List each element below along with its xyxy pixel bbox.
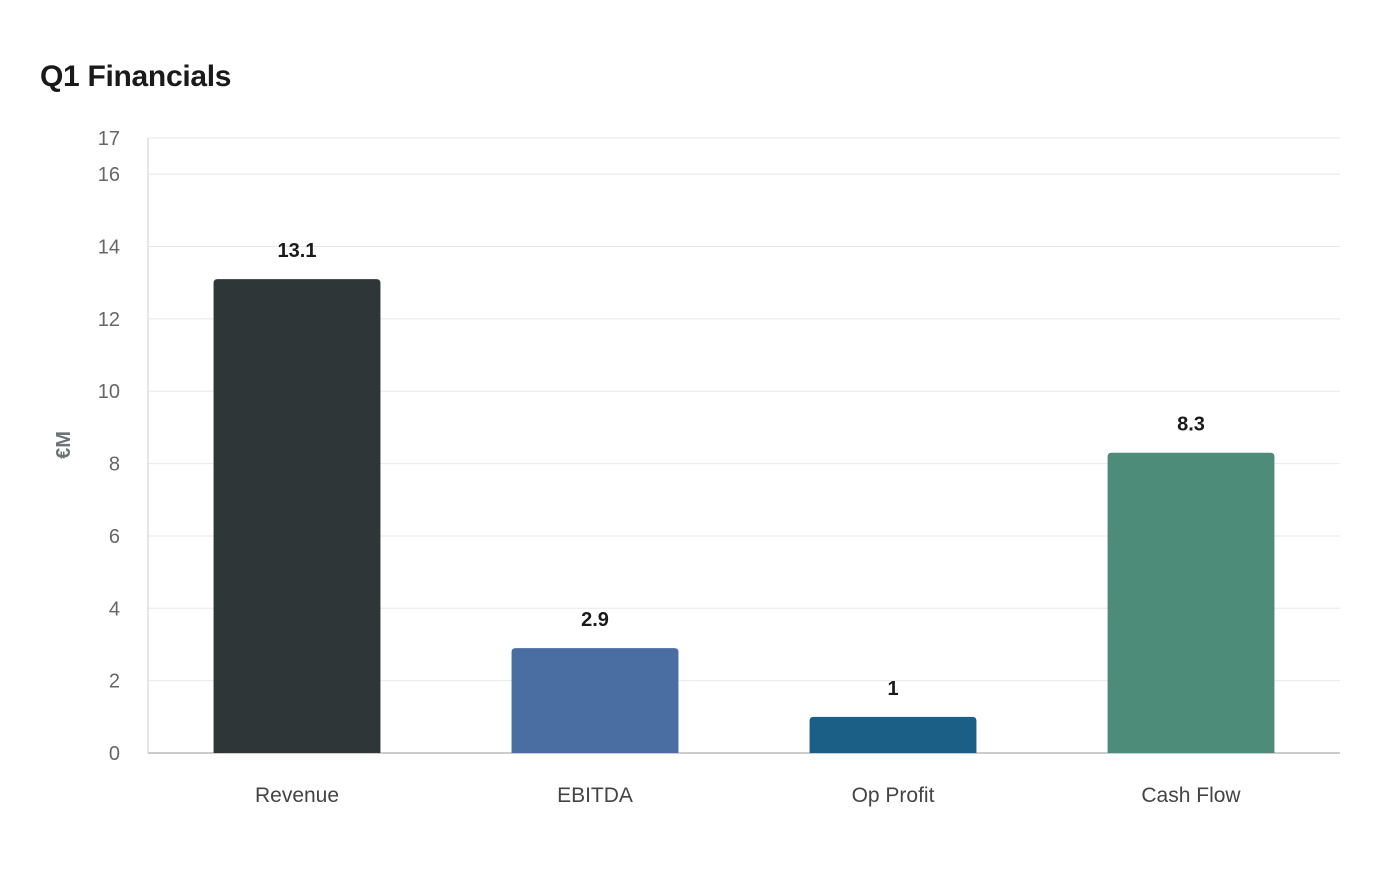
y-tick-label: 10 <box>98 381 120 403</box>
x-tick-label: Cash Flow <box>1141 784 1241 807</box>
bar-revenue <box>213 279 381 753</box>
bar-op-profit <box>809 716 977 753</box>
bar-cash-flow <box>1107 452 1275 753</box>
x-tick-label: Op Profit <box>852 784 935 807</box>
y-tick-label: 8 <box>109 454 120 476</box>
y-tick-label: 16 <box>98 164 120 186</box>
y-tick-label: 0 <box>109 743 120 765</box>
y-axis-title: €M <box>53 431 75 459</box>
x-tick-label: Revenue <box>255 784 339 807</box>
data-label: 1 <box>887 678 898 700</box>
y-tick-label: 17 <box>98 128 120 150</box>
bar-ebitda <box>511 648 679 753</box>
y-tick-label: 2 <box>109 671 120 693</box>
data-label: 13.1 <box>278 240 317 262</box>
data-label: 2.9 <box>581 609 609 631</box>
y-tick-label: 4 <box>109 598 120 620</box>
data-labels: 13.1 2.9 1 8.3 <box>278 240 1205 700</box>
y-tick-labels: 0 2 4 6 8 10 12 14 16 17 <box>98 128 120 765</box>
y-tick-label: 6 <box>109 526 120 548</box>
bars <box>213 279 1275 753</box>
x-tick-labels: Revenue EBITDA Op Profit Cash Flow <box>255 784 1241 807</box>
x-tick-label: EBITDA <box>557 784 633 807</box>
data-label: 8.3 <box>1177 414 1205 436</box>
y-tick-label: 14 <box>98 237 120 259</box>
y-tick-label: 12 <box>98 309 120 331</box>
chart-title: Q1 Financials <box>40 60 232 93</box>
